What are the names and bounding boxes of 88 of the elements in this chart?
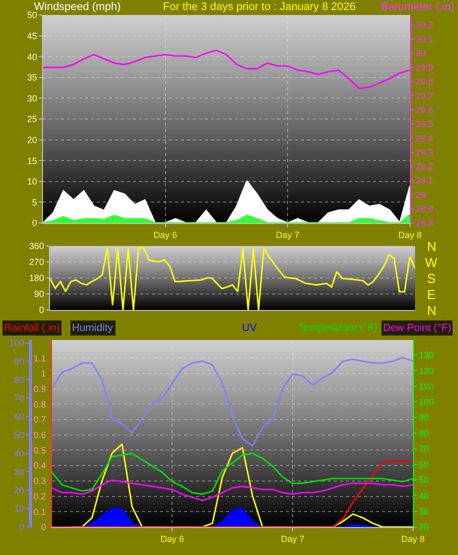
line-series [52, 356, 413, 447]
y-tick-label: 0 [39, 305, 44, 316]
y3-tick-label: 30 [418, 506, 429, 517]
y-tick-label: 270 [29, 257, 44, 268]
y2-tick-label: 29 [416, 190, 426, 200]
y-tick-label: 20 [27, 134, 38, 145]
y2-tick-label: 1.1 [34, 353, 46, 364]
y-tick-label: 15 [27, 156, 38, 166]
y-tick-label: 30 [27, 93, 38, 104]
y2-tick-label: 30.2 [416, 20, 434, 30]
x-tick-label: Day 6 [154, 230, 178, 240]
y-axis-title: Windspeed (mph) [34, 1, 121, 13]
x-tick-label: Day 7 [276, 230, 300, 240]
y3-tick-label: 120 [418, 366, 434, 376]
y-tick-label: 80 [14, 374, 24, 385]
y2-tick-label: 29.3 [416, 147, 434, 158]
y3-tick-label: 70 [418, 444, 429, 454]
y-tick-label: 30 [14, 466, 24, 477]
y-tick-label: 40 [14, 448, 24, 458]
x-tick-label: Day 7 [280, 534, 304, 544]
y3-tick-label: 80 [418, 428, 429, 438]
y-tick-label: 180 [29, 273, 44, 284]
y-tick-label: 100 [9, 338, 24, 348]
y2-tick-label: 29.5 [416, 119, 434, 130]
y2-tick-label: 29.9 [416, 62, 434, 72]
y2-tick-label: 28.8 [416, 218, 434, 228]
line-series [52, 479, 413, 502]
y-tick-label: 35 [27, 72, 38, 83]
y-tick-label: 360 [29, 241, 44, 252]
text: Rainfall (.in) [4, 322, 60, 334]
y2-tick-label: 0.4 [34, 460, 46, 471]
y2-tick-label: 30.1 [416, 34, 434, 44]
text: Dew Point (°F) [383, 322, 452, 334]
y-tick-label: 90 [34, 289, 44, 300]
y-tick-label: 10 [14, 504, 24, 514]
text: Temperature (°F) [298, 322, 378, 334]
y-tick-label: 50 [27, 10, 38, 20]
y3-tick-label: 50 [418, 475, 429, 486]
y2-tick-label: 30 [416, 48, 426, 58]
y-tick-label: 70 [14, 393, 24, 404]
y2-tick-label: 29.4 [416, 133, 434, 144]
y2-tick-label: 0.9 [34, 384, 46, 394]
y-tick-label: 45 [27, 30, 38, 41]
y3-tick-label: 100 [418, 397, 434, 408]
y-tick-label: 20 [14, 485, 24, 496]
y3-tick-label: 20 [418, 522, 429, 532]
y2-tick-label: 0.3 [34, 476, 46, 486]
y2-tick-label: 0.6 [34, 430, 46, 440]
x-tick-label: Day 8 [401, 534, 425, 544]
y3-tick-label: 110 [418, 381, 434, 392]
y-tick-label: 60 [14, 412, 24, 422]
y-tick-label: 25 [27, 114, 38, 124]
line-series [52, 452, 413, 495]
text: N [427, 239, 436, 254]
y2-tick-label: 1 [41, 368, 46, 379]
y-tick-label: 5 [32, 197, 38, 208]
y2-tick-label: 29.2 [416, 162, 434, 172]
y2-tick-label: 0.7 [34, 414, 46, 425]
y3-tick-label: 90 [418, 412, 429, 423]
y2-tick-label: 0.2 [34, 491, 46, 502]
text: S [427, 271, 436, 286]
y-tick-label: 50 [14, 430, 24, 440]
y2-tick-label: 28.9 [416, 204, 434, 214]
y2-tick-label: 0.5 [34, 445, 46, 456]
y-tick-label: 40 [27, 52, 38, 62]
y2-tick-label: 29.6 [416, 104, 434, 115]
chart-title: For the 3 days prior to : January 8 2026 [163, 1, 356, 13]
y3-tick-label: 60 [418, 460, 429, 470]
text: E [427, 287, 436, 302]
x-tick-label: Day 8 [398, 230, 422, 240]
text: N [427, 303, 436, 318]
text: Humidity [72, 322, 114, 334]
y2-tick-label: 0.1 [34, 506, 46, 517]
y2-tick-label: 29.8 [416, 76, 434, 87]
y-tick-label: 10 [27, 176, 38, 187]
y2-tick-label: 0.8 [34, 399, 46, 410]
x-tick-label: Day 6 [160, 534, 184, 544]
text: UV [242, 322, 257, 334]
y-tick-label: 0 [32, 218, 38, 228]
y2-tick-label: 29.7 [416, 90, 434, 101]
y3-tick-label: 130 [418, 350, 434, 360]
line-series [43, 50, 410, 90]
y-tick-label: 90 [14, 356, 24, 366]
y-tick-label: 0 [19, 522, 24, 532]
text: W [425, 255, 438, 270]
y3-tick-label: 40 [418, 490, 429, 501]
y2-tick-label: 29.1 [416, 176, 434, 186]
y2-axis-title: Barometer (.in) [381, 1, 454, 13]
